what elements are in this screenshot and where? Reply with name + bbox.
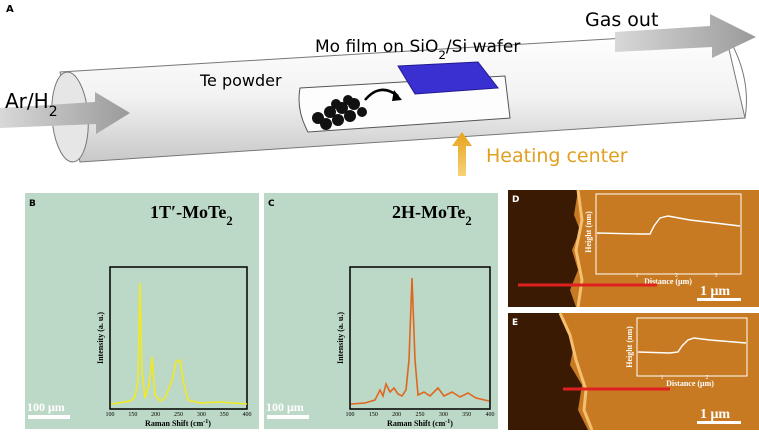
- x-axis-label: Distance (μm): [644, 277, 692, 286]
- spectrum-line: [110, 282, 248, 405]
- spectrum-frame: [349, 266, 491, 410]
- heating-arrow: [452, 132, 472, 176]
- panel-title: 1T′-MoTe2: [150, 202, 233, 228]
- label: Te powder: [199, 71, 282, 90]
- y-axis-label: Intensity (a. u.): [96, 312, 105, 364]
- scale-bar: [697, 298, 741, 301]
- label: Ar/H2: [5, 89, 58, 120]
- y-axis-label: Intensity (a. u.): [336, 312, 345, 364]
- micrograph: [264, 193, 498, 429]
- x-tick-label: 150: [369, 412, 378, 418]
- panel-label: A: [6, 4, 14, 15]
- height-profile: [637, 337, 747, 354]
- subscript: 2: [49, 104, 58, 120]
- scale-label: 100 μm: [266, 400, 304, 414]
- label: Gas out: [585, 9, 658, 31]
- panel-title: 2H-MoTe2: [392, 202, 472, 228]
- label: Heating center: [486, 145, 628, 167]
- scale-bar: [28, 415, 70, 419]
- subscript: 2: [465, 214, 471, 228]
- x-tick-label: 350: [220, 412, 229, 418]
- afm-edge: [574, 189, 584, 308]
- label: Mo film on SiO2/Si wafer: [315, 37, 520, 62]
- text: 2H-MoTe: [392, 202, 465, 222]
- panel-label: C: [268, 199, 275, 209]
- x-tick-label: 150: [128, 412, 137, 418]
- height-profile: [596, 215, 741, 235]
- x-tick-label: 400: [243, 412, 252, 418]
- text: /Si wafer: [446, 37, 520, 57]
- inset-frame: [595, 193, 742, 275]
- flow-arrow-head: [392, 90, 402, 101]
- x-ticks: 100 150 200 250 300 350 400: [346, 412, 495, 418]
- scale-bar: [697, 421, 741, 424]
- y-axis-label: Height (nm): [625, 326, 634, 368]
- subscript: 2: [438, 48, 446, 62]
- x-axis-label: Raman Shift (cm-1): [145, 419, 211, 428]
- x-tick-label: 300: [439, 412, 448, 418]
- x-axis-label: Raman Shift (cm-1): [387, 419, 453, 428]
- x-tick-label: 300: [197, 412, 206, 418]
- x-tick-label: 200: [392, 412, 401, 418]
- x-ticks: 100 150 200 250 300 350 400: [106, 412, 252, 418]
- wafer: [397, 61, 499, 95]
- x-tick-label: 2: [706, 375, 709, 381]
- afm-edge: [558, 312, 594, 431]
- text: ): [450, 419, 453, 428]
- x-tick-label: 100: [106, 412, 115, 418]
- superscript: -1: [445, 419, 450, 425]
- inset-frame: [636, 317, 748, 377]
- x-tick-label: 1: [661, 375, 664, 381]
- afm-dark-region: [508, 313, 588, 430]
- text: Ar/H: [5, 89, 49, 113]
- text: Mo film on SiO: [315, 37, 438, 57]
- gas-out-arrow: [615, 14, 756, 58]
- spectrum-frame: [109, 266, 248, 410]
- te-powder-balls: [312, 95, 367, 130]
- x-tick-label: 400: [486, 412, 495, 418]
- x-tick-label: 250: [416, 412, 425, 418]
- x-tick-label: 3: [715, 273, 718, 279]
- spectrum-line: [350, 277, 490, 405]
- text: Raman Shift (cm: [387, 419, 446, 428]
- panel-label: B: [29, 199, 36, 209]
- x-ticks: 1 2 3: [636, 273, 718, 279]
- x-tick-label: 250: [174, 412, 183, 418]
- panel-label: E: [512, 318, 518, 328]
- micrograph: [25, 193, 259, 429]
- subscript: 2: [226, 214, 232, 228]
- superscript: -1: [203, 419, 208, 425]
- x-tick-label: 100: [346, 412, 355, 418]
- afm-dark-region: [508, 190, 580, 307]
- text: Raman Shift (cm: [145, 419, 204, 428]
- scale-label: 1 μm: [700, 284, 730, 299]
- x-tick-label: 1: [636, 273, 639, 279]
- x-axis-label: Distance (μm): [666, 379, 714, 388]
- panel-label: D: [512, 195, 519, 205]
- x-tick-label: 200: [151, 412, 160, 418]
- x-tick-label: 350: [462, 412, 471, 418]
- text: 1T′-MoTe: [150, 202, 226, 222]
- scale-label: 1 μm: [700, 407, 730, 422]
- text: ): [208, 419, 211, 428]
- gas-in-arrow: [0, 92, 130, 134]
- scale-label: 100 μm: [27, 400, 65, 414]
- x-tick-label: 2: [675, 273, 678, 279]
- y-axis-label: Height (nm): [584, 211, 593, 253]
- scale-bar: [267, 415, 309, 419]
